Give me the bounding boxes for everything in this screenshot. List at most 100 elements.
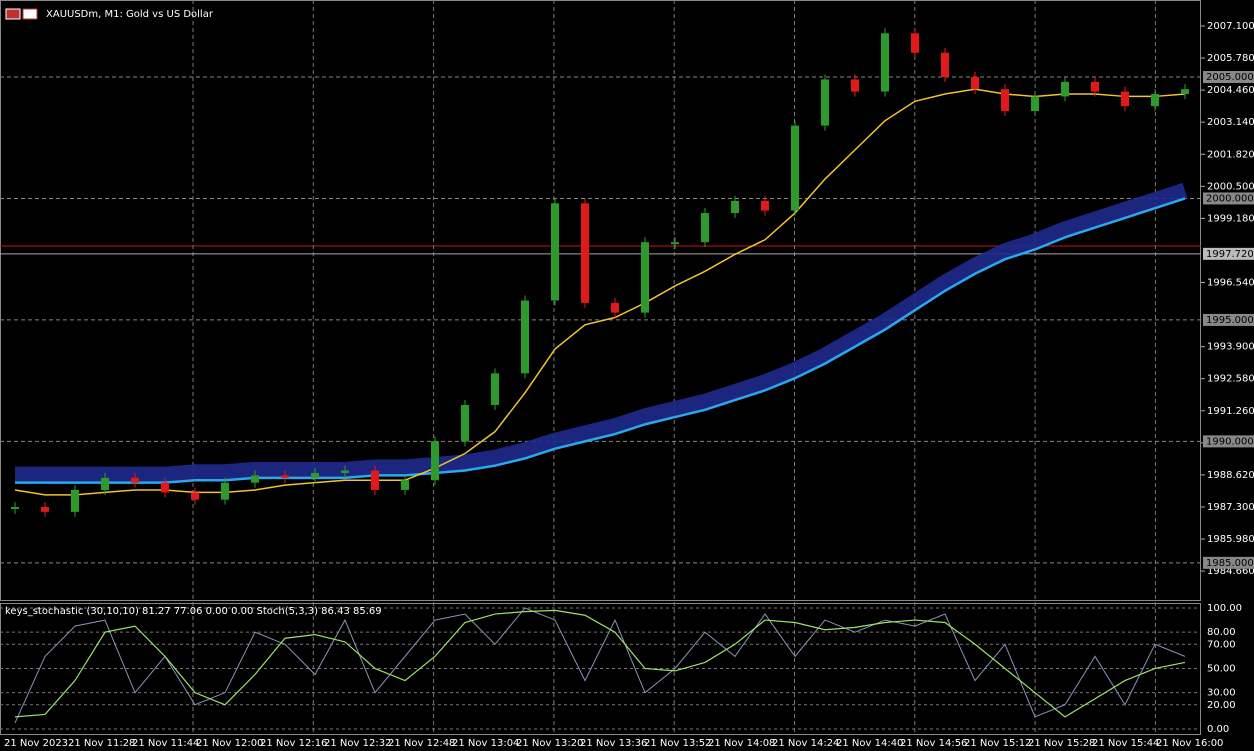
candle (971, 77, 979, 90)
time-label: 21 Nov 13:52 (644, 738, 711, 749)
symbol-icon (5, 8, 21, 20)
time-label: 21 Nov 13:04 (452, 738, 519, 749)
time-label: 21 Nov 11:28 (68, 738, 135, 749)
time-label: 21 Nov 13:36 (580, 738, 647, 749)
candle (1121, 91, 1129, 107)
candle (341, 470, 349, 473)
candle (1061, 81, 1069, 97)
candle (941, 52, 949, 78)
time-label: 21 Nov 15:28 (1028, 738, 1095, 749)
marks (11, 28, 1189, 724)
price-label: 2001.820 (1207, 149, 1254, 160)
time-label: 21 Nov 2023 (4, 738, 68, 749)
stoch-label: 70.00 (1207, 639, 1236, 650)
level-label: 1985.000 (1206, 558, 1254, 569)
level-label: 2005.000 (1206, 72, 1254, 83)
price-label: 1985.980 (1207, 534, 1254, 545)
candle (191, 492, 199, 500)
price-label: 1987.300 (1207, 502, 1254, 513)
level-tag (1203, 435, 1254, 448)
price-label: 2003.140 (1207, 117, 1254, 128)
candle (611, 302, 619, 313)
time-label: 21 Nov 12:32 (324, 738, 391, 749)
candle (701, 213, 709, 243)
price-label: 2007.100 (1207, 21, 1254, 32)
candle (131, 477, 139, 483)
candle (1001, 89, 1009, 112)
price-label: 1984.660 (1207, 566, 1254, 577)
stoch-label: 100.00 (1207, 603, 1242, 614)
candle (71, 489, 79, 512)
time-label: 21 Nov 14:56 (900, 738, 967, 749)
price-label: 2005.780 (1207, 53, 1254, 64)
level-label: 1995.000 (1206, 315, 1254, 326)
candle (41, 506, 49, 512)
price-label: 1999.180 (1207, 213, 1254, 224)
price-label: 2004.460 (1207, 85, 1254, 96)
time-label: 21 Nov 15:12 (964, 738, 1031, 749)
stoch-label: 50.00 (1207, 663, 1236, 674)
candle (371, 470, 379, 490)
price-label: 1992.580 (1207, 374, 1254, 385)
candle (881, 33, 889, 92)
candle (1181, 89, 1189, 95)
price-label: 1991.260 (1207, 406, 1254, 417)
candle (101, 477, 109, 490)
time-label: 21 Nov 14:08 (708, 738, 775, 749)
candle (821, 79, 829, 126)
candle (521, 300, 529, 374)
stoch-label: 20.00 (1207, 700, 1236, 711)
time-label: 21 Nov 12:48 (388, 738, 455, 749)
time-label: 21 Nov 14:24 (772, 738, 839, 749)
time-label: 21 Nov 12:00 (196, 738, 263, 749)
candle (461, 404, 469, 442)
time-label: 21 Nov 13:20 (516, 738, 583, 749)
candle (221, 482, 229, 500)
time-label: 21 Nov 11:44 (132, 738, 199, 749)
price-label: 1988.620 (1207, 470, 1254, 481)
chart-title: XAUUSDm, M1: Gold vs US Dollar (46, 9, 214, 20)
stoch-main (14, 609, 1186, 718)
candle (431, 441, 439, 481)
time-label: 21 Nov 16:00 (1156, 738, 1223, 749)
indicator-panel (0, 603, 1201, 735)
candle (671, 242, 679, 245)
candle (11, 506, 19, 509)
candle (641, 242, 649, 313)
price-tag-label: 1997.720 (1206, 249, 1254, 260)
price-label: 1996.540 (1207, 278, 1254, 289)
ma-slow (15, 197, 1186, 484)
candle (581, 203, 589, 303)
level-tag (1203, 192, 1254, 205)
price-panel (0, 0, 1201, 601)
candle (491, 373, 499, 405)
candle (551, 203, 559, 301)
candle (311, 472, 319, 478)
level-tag (1203, 313, 1254, 326)
candle (1031, 96, 1039, 112)
level-tag (1203, 556, 1254, 569)
price-label: 1993.900 (1207, 342, 1254, 353)
candle (161, 482, 169, 493)
symbol-icon (22, 8, 38, 20)
level-tag (1203, 71, 1254, 84)
price-label: 2000.500 (1207, 181, 1254, 192)
time-label: 21 Nov 14:40 (836, 738, 903, 749)
candle (791, 125, 799, 211)
time-label: 21 Nov 12:16 (260, 738, 327, 749)
candle (851, 79, 859, 92)
level-label: 1990.000 (1206, 436, 1254, 447)
level-label: 2000.000 (1206, 193, 1254, 204)
candle (1151, 94, 1159, 107)
candle (1091, 81, 1099, 92)
price-tag (1203, 247, 1254, 260)
ma-slow-band (15, 182, 1188, 483)
time-label: 21 Nov 15:44 (1092, 738, 1159, 749)
stoch-label: 0.00 (1207, 724, 1229, 735)
candle (911, 33, 919, 53)
candle (401, 480, 409, 490)
stoch-label: 30.00 (1207, 688, 1236, 699)
stoch-label: 80.00 (1207, 627, 1236, 638)
